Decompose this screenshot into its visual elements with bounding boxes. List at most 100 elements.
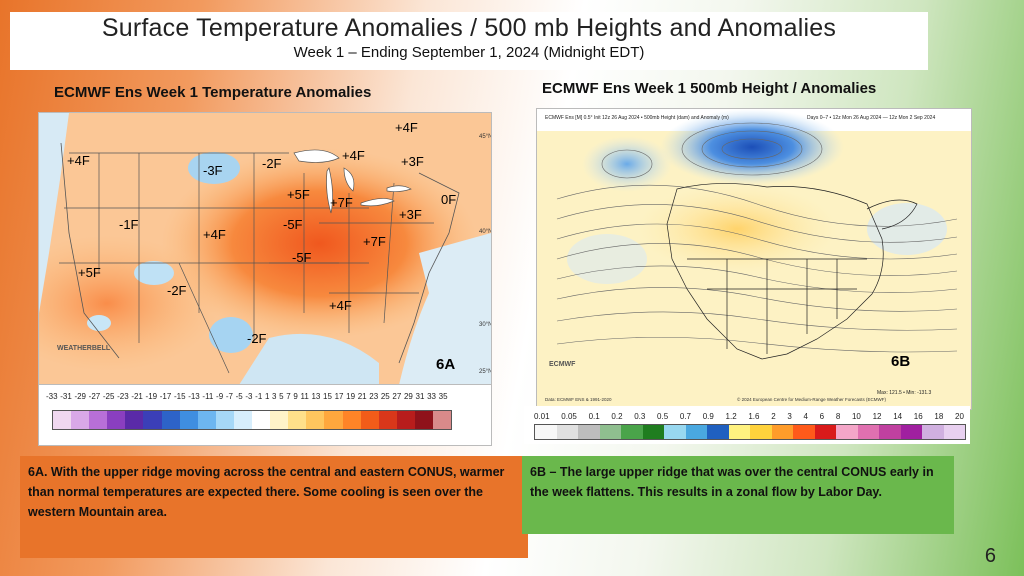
temperature-colorbar-swatch xyxy=(215,411,234,429)
map-footer-left: Data: ECMWF ENS & 1991-2020 xyxy=(545,397,612,402)
height-colorbar-swatch xyxy=(814,425,836,439)
left-panel-heading: ECMWF Ens Week 1 Temperature Anomalies xyxy=(54,84,372,101)
lat-label-45: 45°N xyxy=(479,134,491,140)
height-colorbar-tick: 12 xyxy=(872,412,882,421)
height-colorbar-swatch xyxy=(599,425,621,439)
height-colorbar-tick: 2 xyxy=(771,412,776,421)
temperature-colorbar-tick: -23 xyxy=(117,392,129,401)
anomaly-label: +4F xyxy=(329,298,352,313)
anomaly-label: +3F xyxy=(401,154,424,169)
height-colorbar-swatch xyxy=(771,425,793,439)
anomaly-label: +4F xyxy=(342,148,365,163)
temperature-colorbar-tick: 23 xyxy=(369,392,379,401)
height-colorbar-swatch xyxy=(900,425,922,439)
temperature-colorbar-tick: -13 xyxy=(188,392,200,401)
temperature-colorbar-tick: 31 xyxy=(415,392,425,401)
height-colorbar xyxy=(534,424,966,440)
temperature-colorbar-tick: 21 xyxy=(357,392,367,401)
height-colorbar-tick: 10 xyxy=(851,412,861,421)
height-colorbar-tick: 18 xyxy=(934,412,944,421)
anomaly-label: -2F xyxy=(247,331,267,346)
temperature-colorbar-swatch xyxy=(360,411,379,429)
temperature-colorbar-tick: -15 xyxy=(173,392,186,401)
temperature-colorbar-swatch xyxy=(270,411,289,429)
anomaly-label: -2F xyxy=(167,283,187,298)
temperature-colorbar-tick: 1 xyxy=(264,392,270,401)
temperature-colorbar-swatch xyxy=(396,411,415,429)
height-colorbar-swatch xyxy=(535,425,557,439)
anomaly-label: -5F xyxy=(283,217,303,232)
temperature-colorbar-tick: -21 xyxy=(131,392,143,401)
height-colorbar-swatch xyxy=(707,425,729,439)
right-caption: 6B – The large upper ridge that was over… xyxy=(522,456,954,534)
temperature-colorbar-tick: 3 xyxy=(272,392,277,401)
title-banner: Surface Temperature Anomalies / 500 mb H… xyxy=(10,12,928,70)
height-colorbar-tick: 14 xyxy=(893,412,903,421)
height-colorbar-tick: 0.2 xyxy=(611,412,623,421)
height-colorbar-tick: 20 xyxy=(955,412,964,421)
temperature-colorbar-swatch xyxy=(432,411,452,429)
temperature-colorbar-tick: -1 xyxy=(255,392,263,401)
anomaly-label: +7F xyxy=(330,195,353,210)
temperature-colorbar-tick: -17 xyxy=(159,392,172,401)
temperature-colorbar-swatch xyxy=(143,411,162,429)
height-colorbar-swatch xyxy=(857,425,879,439)
temperature-colorbar-tick: -7 xyxy=(225,392,233,401)
height-colorbar-tick: 6 xyxy=(819,412,825,421)
height-colorbar-swatch xyxy=(922,425,944,439)
left-caption: 6A. With the upper ridge moving across t… xyxy=(20,456,528,558)
temperature-colorbar-swatch xyxy=(252,411,271,429)
height-colorbar-swatch xyxy=(642,425,664,439)
height-colorbar-tick: 0.1 xyxy=(588,412,600,421)
temperature-colorbar-swatch xyxy=(89,411,108,429)
temperature-colorbar-swatch xyxy=(107,411,126,429)
height-colorbar-tick: 1.2 xyxy=(725,412,737,421)
height-colorbar-swatch xyxy=(685,425,707,439)
temperature-colorbar-swatch xyxy=(233,411,253,429)
temperature-colorbar-tick: 9 xyxy=(293,392,298,401)
temperature-colorbar-tick: -29 xyxy=(74,392,86,401)
temperature-anomaly-map: 45°N 40°N 30°N 25°N +4F -3F -2F +4F +3F … xyxy=(38,112,492,386)
height-colorbar-tick: 0.01 xyxy=(534,412,550,421)
temperature-colorbar-tick: 7 xyxy=(286,392,291,401)
anomaly-label: +4F xyxy=(67,153,90,168)
temperature-colorbar-swatch xyxy=(378,411,397,429)
anomaly-label: -5F xyxy=(292,250,312,265)
temperature-colorbar-tick: 29 xyxy=(403,392,413,401)
temperature-colorbar-tick: 15 xyxy=(323,392,332,401)
temperature-colorbar-tick: 11 xyxy=(300,392,309,401)
anomaly-label: +7F xyxy=(363,234,386,249)
temperature-colorbar-tick: 33 xyxy=(427,392,436,401)
anomaly-label: +4F xyxy=(395,120,418,135)
temperature-colorbar-swatch xyxy=(125,411,144,429)
height-colorbar-tick: 0.5 xyxy=(657,412,669,421)
height-colorbar-tick: 1.6 xyxy=(748,412,760,421)
anomaly-label: +4F xyxy=(203,227,226,242)
height-colorbar-tick: 0.7 xyxy=(679,412,691,421)
temperature-map-graphic: 45°N 40°N 30°N 25°N xyxy=(39,113,491,385)
anomaly-label: -3F xyxy=(203,163,223,178)
height-colorbar-swatch xyxy=(943,425,965,439)
right-panel-heading: ECMWF Ens Week 1 500mb Height / Anomalie… xyxy=(542,80,877,97)
temperature-colorbar-tick: -3 xyxy=(245,392,253,401)
temperature-colorbar-tick: 27 xyxy=(392,392,402,401)
temperature-colorbar-tick: -9 xyxy=(216,392,224,401)
temperature-colorbar-swatch xyxy=(306,411,325,429)
weatherbell-logo: WEATHERBELL xyxy=(57,345,111,352)
height-colorbar-ticks: 0.01 0.05 0.1 0.2 0.3 0.5 0.7 0.9 1.2 1.6 2 3 4 6 8 10 1… xyxy=(534,412,964,421)
height-map-graphic: ECMWF Ens [M] 0.5° Init 12z 26 Aug 2024 … xyxy=(537,109,971,409)
height-colorbar-swatch xyxy=(879,425,901,439)
height-colorbar-swatch xyxy=(664,425,686,439)
map-id-6a: 6A xyxy=(436,356,456,373)
slide-title: Surface Temperature Anomalies / 500 mb H… xyxy=(101,14,837,42)
temperature-colorbar-tick: -25 xyxy=(102,392,115,401)
height-colorbar-swatch xyxy=(728,425,750,439)
temperature-colorbar-tick: 35 xyxy=(438,392,448,401)
height-colorbar-tick: 16 xyxy=(913,412,923,421)
anomaly-label: 0F xyxy=(441,192,457,207)
anomaly-label: +5F xyxy=(287,187,310,202)
temperature-colorbar-tick: -33 xyxy=(46,392,58,401)
height-colorbar-tick: 8 xyxy=(835,412,841,421)
height-colorbar-swatch xyxy=(793,425,815,439)
temperature-colorbar-tick: -31 xyxy=(60,392,72,401)
